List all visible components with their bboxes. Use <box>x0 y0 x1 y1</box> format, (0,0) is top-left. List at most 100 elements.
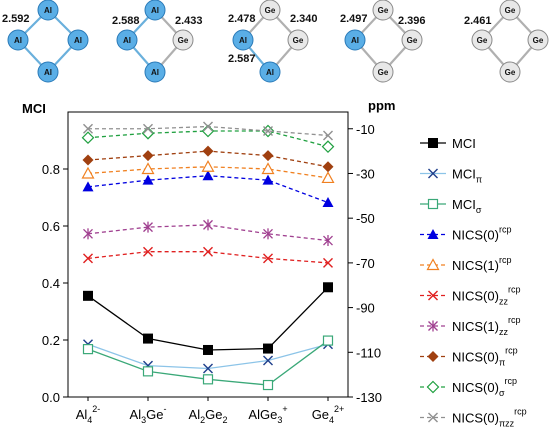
atom-label: Ge <box>265 6 276 15</box>
right-tick-label: -90 <box>356 301 375 316</box>
marker-triangle <box>262 174 274 185</box>
marker-open-square <box>427 198 439 210</box>
legend-entry-10: NICS(0)πzzrcp <box>420 407 527 429</box>
atom-al <box>144 0 166 21</box>
series-4 <box>82 170 334 208</box>
marker-diamond <box>427 351 439 362</box>
marker-diamond <box>262 150 274 162</box>
marker-x <box>143 246 153 257</box>
right-tick-label: -110 <box>356 345 381 360</box>
marker-square <box>203 344 213 355</box>
marker-star <box>143 221 153 233</box>
atom-label: Ge <box>378 68 389 77</box>
legend-label: NICS(1)zzrcp <box>452 315 520 337</box>
marker-x <box>428 168 438 179</box>
legend-label: MCIπ <box>452 167 482 185</box>
legend-label: NICS(0)πzzrcp <box>452 407 527 429</box>
atom-label: Al <box>44 68 52 77</box>
marker-square <box>83 290 93 301</box>
x-category-label: Ge42+ <box>312 404 345 425</box>
marker-open-square <box>142 366 154 377</box>
marker-open-square <box>262 379 274 391</box>
atom-label: Ge <box>477 36 488 45</box>
atom-ge <box>372 61 394 83</box>
marker-x <box>323 257 333 268</box>
marker-diamond <box>142 150 154 162</box>
legend-label: MCIσ <box>452 197 482 215</box>
marker-diamond <box>322 161 334 173</box>
atom-label: Al <box>266 68 274 77</box>
marker-triangle <box>427 229 439 239</box>
atom-al <box>259 61 281 83</box>
atom-ge <box>172 29 194 51</box>
atom-label: Ge <box>533 36 544 45</box>
atom-label: Al <box>14 36 22 45</box>
legend-entry-7: NICS(1)zzrcp <box>420 315 520 337</box>
atom-al <box>232 29 254 51</box>
molecule-5: Ge Ge Ge Ge 2.461 <box>464 0 549 83</box>
marker-x <box>428 290 438 301</box>
atom-al <box>116 29 138 51</box>
marker-x <box>83 123 93 134</box>
atom-al <box>344 29 366 51</box>
right-axis-title: ppm <box>368 98 395 113</box>
marker-triangle <box>322 197 334 208</box>
atom-label: Ge <box>505 6 516 15</box>
right-tick-label: -10 <box>356 122 375 137</box>
legend: MCI MCIπ MCIσ NICS(0)rcp NICS(1)rcp NICS(0)zz… <box>420 136 527 429</box>
marker-open-triangle <box>201 160 215 172</box>
marker-open-triangle <box>426 258 440 271</box>
atom-ge <box>287 29 309 51</box>
left-axis-title: MCI <box>22 101 46 116</box>
molecule-structures: Al Al Al Al 2.592 Al Al Ge Al 2.588 2.433 Ge Al Ge Al 2… <box>2 0 549 83</box>
marker-x <box>323 130 333 141</box>
molecule-4: Ge Al Ge Ge 2.497 2.396 <box>340 0 426 83</box>
legend-entry-6: NICS(0)zzrcp <box>420 285 520 307</box>
legend-entry-4: NICS(0)rcp <box>420 225 511 243</box>
bond-length-label: 2.461 <box>464 15 492 27</box>
marker-open-diamond <box>81 131 95 145</box>
atom-label: Al <box>239 36 247 45</box>
atom-ge <box>471 29 493 51</box>
marker-triangle <box>142 174 154 185</box>
marker-open-triangle <box>321 171 335 184</box>
atom-ge <box>372 0 394 21</box>
series-line <box>87 286 329 351</box>
marker-open-triangle <box>141 162 155 175</box>
marker-open-diamond <box>141 126 155 140</box>
x-axis-categories: Al42- Al3Ge- Al2Ge2 AlGe3+ Ge42+ <box>76 397 345 425</box>
legend-label: NICS(0)zzrcp <box>452 285 520 307</box>
marker-star <box>263 228 273 240</box>
atom-al <box>37 61 59 83</box>
marker-open-diamond <box>201 124 215 138</box>
marker-open-triangle <box>81 166 95 179</box>
atom-al <box>7 29 29 51</box>
left-tick-label: 0.4 <box>42 276 60 291</box>
legend-entry-5: NICS(1)rcp <box>420 255 511 273</box>
marker-x <box>428 412 438 423</box>
marker-square <box>263 343 273 354</box>
left-tick-label: 0.8 <box>42 162 60 177</box>
atom-label: Ge <box>178 36 189 45</box>
series-line <box>87 251 329 264</box>
left-tick-label: 0.2 <box>42 333 60 348</box>
x-category-label: AlGe3+ <box>248 404 287 425</box>
marker-open-diamond <box>426 380 440 394</box>
marker-x <box>203 121 213 132</box>
atom-ge <box>499 61 521 83</box>
molecule-3: Ge Al Ge Al 2.478 2.340 2.587 <box>228 0 318 83</box>
x-category-label: Al2Ge2 <box>189 407 228 425</box>
atom-al <box>67 29 89 51</box>
legend-label: NICS(0)πrcp <box>452 346 518 368</box>
marker-diamond <box>202 145 214 157</box>
molecule-1: Al Al Al Al 2.592 <box>2 0 89 83</box>
series-6 <box>83 246 333 268</box>
marker-x <box>263 253 273 264</box>
bond-length-label: 2.340 <box>290 13 318 25</box>
marker-triangle <box>202 170 214 181</box>
series-7 <box>83 219 333 247</box>
atom-label: Ge <box>407 36 418 45</box>
atom-ge <box>499 0 521 21</box>
bond-length-label: 2.478 <box>228 13 256 25</box>
